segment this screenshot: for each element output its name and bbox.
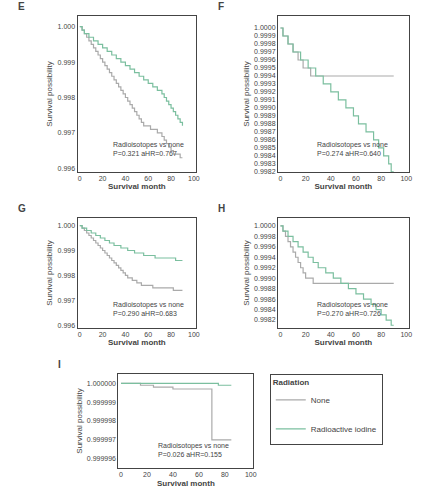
svg-text:40: 40 [122, 175, 130, 182]
svg-text:H: H [218, 203, 225, 214]
svg-text:Survival month: Survival month [314, 182, 372, 191]
svg-text:0.9995: 0.9995 [254, 64, 276, 71]
svg-text:0.9986: 0.9986 [254, 296, 276, 303]
svg-text:40: 40 [327, 331, 335, 338]
svg-text:20: 20 [302, 175, 310, 182]
svg-text:0.996: 0.996 [58, 322, 76, 329]
svg-text:80: 80 [377, 331, 385, 338]
svg-text:0.9986: 0.9986 [254, 136, 276, 143]
svg-text:0.999996: 0.999996 [87, 455, 116, 462]
svg-text:F: F [218, 1, 224, 12]
svg-text:0.998: 0.998 [58, 272, 76, 279]
svg-text:100: 100 [245, 471, 257, 478]
svg-text:1.000000: 1.000000 [87, 380, 116, 387]
svg-text:Survival month: Survival month [108, 182, 166, 191]
svg-text:0.9998: 0.9998 [254, 40, 276, 47]
svg-text:1.0000: 1.0000 [254, 24, 276, 31]
svg-text:80: 80 [377, 175, 385, 182]
svg-text:Radioisotopes vs noneP=0.026 a: Radioisotopes vs noneP=0.026 aHR=0.155 [158, 442, 229, 458]
svg-text:100: 100 [188, 331, 200, 338]
svg-text:0.996: 0.996 [58, 165, 76, 172]
svg-text:0: 0 [78, 331, 82, 338]
svg-text:1.000: 1.000 [58, 23, 76, 30]
svg-text:0.9984: 0.9984 [254, 152, 276, 159]
svg-text:100: 100 [400, 175, 412, 182]
svg-text:0.999997: 0.999997 [87, 436, 116, 443]
svg-text:20: 20 [302, 331, 310, 338]
svg-text:Radiation: Radiation [273, 378, 310, 387]
svg-text:60: 60 [144, 175, 152, 182]
svg-text:Radioisotopes vs noneP=0.321 a: Radioisotopes vs noneP=0.321 aHR=0.767 [113, 141, 184, 157]
svg-text:60: 60 [144, 331, 152, 338]
svg-text:Survival possibility: Survival possibility [242, 240, 251, 305]
svg-text:0.997: 0.997 [58, 129, 76, 136]
svg-text:80: 80 [167, 331, 175, 338]
svg-text:20: 20 [99, 331, 107, 338]
svg-text:0.9990: 0.9990 [254, 275, 276, 282]
svg-text:Survival month: Survival month [314, 338, 372, 347]
svg-text:1.0000: 1.0000 [254, 222, 276, 229]
svg-text:0.9985: 0.9985 [254, 144, 276, 151]
svg-text:0: 0 [78, 175, 82, 182]
svg-text:100: 100 [400, 331, 412, 338]
svg-text:20: 20 [99, 175, 107, 182]
svg-text:20: 20 [143, 471, 151, 478]
svg-text:Radioisotopes vs noneP=0.270 a: Radioisotopes vs noneP=0.270 aHR=0.726 [317, 301, 388, 317]
svg-text:0.9997: 0.9997 [254, 48, 276, 55]
svg-text:60: 60 [195, 471, 203, 478]
svg-text:Radioactive iodine: Radioactive iodine [311, 425, 377, 434]
svg-text:0.9982: 0.9982 [254, 168, 276, 175]
svg-text:0: 0 [279, 331, 283, 338]
svg-text:0.9989: 0.9989 [254, 112, 276, 119]
svg-text:0.9984: 0.9984 [254, 306, 276, 313]
svg-text:0.9991: 0.9991 [254, 96, 276, 103]
svg-text:0.9983: 0.9983 [254, 160, 276, 167]
svg-text:40: 40 [122, 331, 130, 338]
svg-text:Survival possibility: Survival possibility [242, 61, 251, 126]
svg-text:80: 80 [221, 471, 229, 478]
svg-text:60: 60 [352, 175, 360, 182]
svg-text:0.999: 0.999 [58, 59, 76, 66]
svg-text:0.9994: 0.9994 [254, 254, 276, 261]
svg-text:G: G [18, 203, 26, 214]
svg-text:0.9994: 0.9994 [254, 72, 276, 79]
svg-text:0: 0 [119, 471, 123, 478]
svg-text:0.9998: 0.9998 [254, 233, 276, 240]
svg-text:100: 100 [188, 175, 200, 182]
svg-text:0.999: 0.999 [58, 247, 76, 254]
svg-text:0.9992: 0.9992 [254, 88, 276, 95]
svg-text:0.9999: 0.9999 [254, 32, 276, 39]
svg-text:Survival month: Survival month [157, 479, 215, 488]
svg-text:40: 40 [327, 175, 335, 182]
svg-text:1.000: 1.000 [58, 222, 76, 229]
svg-text:Radioisotopes vs noneP=0.290 a: Radioisotopes vs noneP=0.290 aHR=0.683 [113, 301, 184, 317]
svg-text:0.9996: 0.9996 [254, 56, 276, 63]
svg-text:None: None [311, 396, 331, 405]
svg-text:0.9987: 0.9987 [254, 128, 276, 135]
svg-text:Survival possibility: Survival possibility [45, 61, 54, 126]
svg-text:0.9982: 0.9982 [254, 316, 276, 323]
svg-text:0.9988: 0.9988 [254, 285, 276, 292]
svg-text:Survival possibility: Survival possibility [45, 240, 54, 305]
svg-text:0.9990: 0.9990 [254, 104, 276, 111]
svg-text:0.9988: 0.9988 [254, 120, 276, 127]
svg-text:60: 60 [352, 331, 360, 338]
svg-text:Survival month: Survival month [108, 338, 166, 347]
svg-text:Survival possibility: Survival possibility [75, 388, 84, 453]
svg-text:40: 40 [169, 471, 177, 478]
svg-text:0: 0 [279, 175, 283, 182]
svg-text:E: E [18, 1, 25, 12]
svg-text:0.997: 0.997 [58, 297, 76, 304]
svg-text:80: 80 [167, 175, 175, 182]
svg-text:0.9996: 0.9996 [254, 243, 276, 250]
svg-text:Radioisotopes vs noneP=0.274 a: Radioisotopes vs noneP=0.274 aHR=0.640 [317, 141, 388, 157]
svg-text:0.998: 0.998 [58, 94, 76, 101]
svg-text:0.999999: 0.999999 [87, 399, 116, 406]
svg-text:0.999998: 0.999998 [87, 417, 116, 424]
svg-text:I: I [58, 359, 61, 370]
svg-text:0.9992: 0.9992 [254, 264, 276, 271]
svg-text:0.9993: 0.9993 [254, 80, 276, 87]
